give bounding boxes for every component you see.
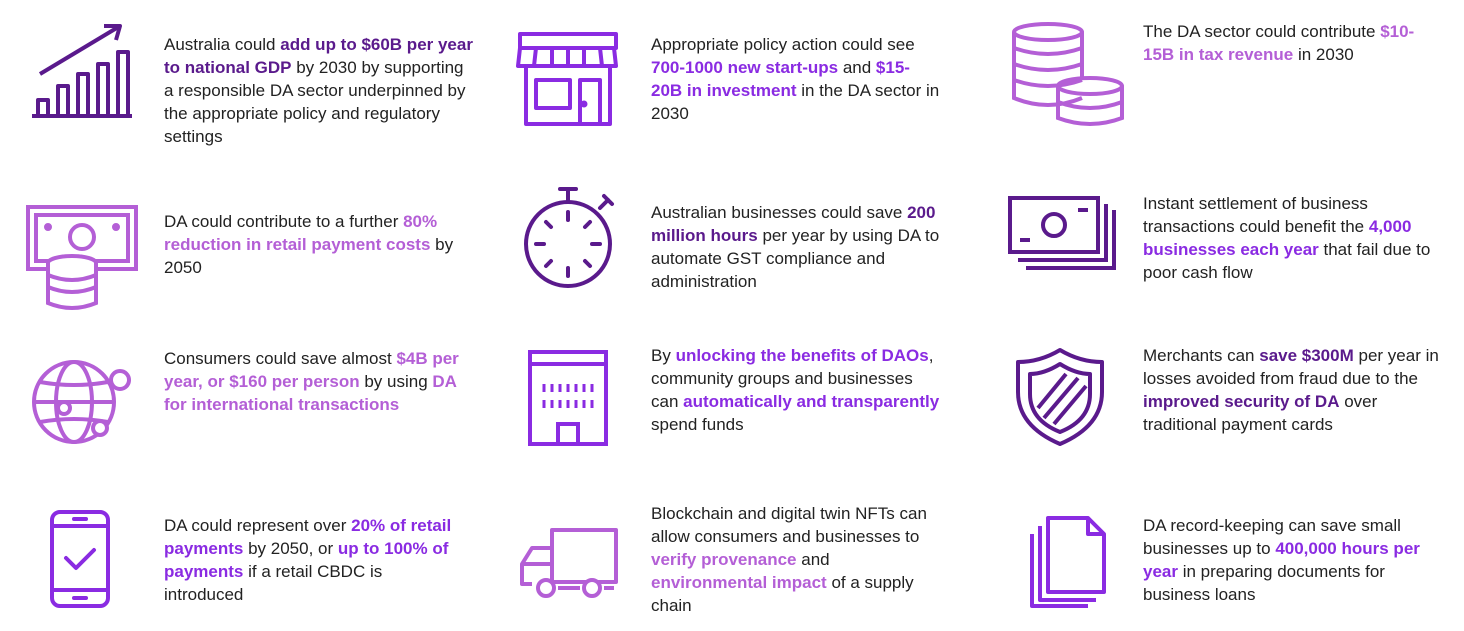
item-record-keeping-text: DA record-keeping can save small busines… [1143,514,1443,606]
body-text: by using [359,372,433,391]
highlight-text: $10-15B in tax revenue [1143,22,1415,64]
highlight-text: unlocking the benefits of DAOs [675,346,929,365]
documents-icon [1026,516,1106,608]
item-daos-text: By unlocking the benefits of DAOs, commu… [651,344,941,436]
smartphone-check-icon [50,510,110,608]
highlight-text: automatically and transparently [683,392,940,411]
body-text: in the DA sector in 2030 [651,81,940,123]
body-text: if a retail CBDC is introduced [164,562,383,604]
item-gdp-text: Australia could add up to $60B per year … [164,33,474,148]
body-text: Instant settlement of business transacti… [1143,194,1369,236]
item-cash-flow-text: Instant settlement of business transacti… [1143,192,1443,284]
item-payment-costs-text: DA could contribute to a further 80% red… [164,210,464,279]
highlight-text: up to 100% of payments [164,539,449,581]
body-text: Merchants can [1143,346,1260,365]
body-text: By [651,346,676,365]
highlight-text: verify provenance [651,550,797,569]
highlight-text: $15-20B in investment [651,58,910,100]
body-text: in 2030 [1293,45,1354,64]
highlight-text: improved security of DA [1143,392,1340,411]
body-text: Appropriate policy action could see [651,35,915,54]
body-text: over traditional payment cards [1143,392,1378,434]
highlight-text: 4,000 businesses each year [1143,217,1412,259]
highlight-text: environmental impact [651,573,827,592]
body-text: and [838,58,876,77]
body-text: per year in losses avoided from fraud du… [1143,346,1439,388]
growth-chart-icon [30,22,134,122]
body-text: The DA sector could contribute [1143,22,1381,41]
body-text: of a supply chain [651,573,914,615]
body-text: Consumers could save almost [164,349,397,368]
stopwatch-icon [522,186,616,292]
body-text: by 2050 [164,235,454,277]
body-text: per year by using DA to automate GST com… [651,226,940,291]
coin-stack-icon [1010,22,1126,128]
body-text: Australia could [164,35,281,54]
highlight-text: DA for international transactions [164,372,457,414]
item-supply-chain-text: Blockchain and digital twin NFTs can all… [651,502,941,617]
item-tax-text: The DA sector could contribute $10-15B i… [1143,20,1443,66]
body-text: that fail due to poor cash flow [1143,240,1431,282]
highlight-text: add up to $60B per year to national GDP [164,35,473,77]
body-text: by 2030 by supporting a responsible DA s… [164,58,466,146]
body-text: DA could represent over [164,516,352,535]
body-text: Blockchain and digital twin NFTs can all… [651,504,927,546]
building-icon [528,350,608,446]
highlight-text: $4B per year, or $160 per person [164,349,459,391]
body-text: by 2050, or [243,539,338,558]
highlight-text: 400,000 hours per year [1143,539,1420,581]
highlight-text: 80% reduction in retail payment costs [164,212,438,254]
item-startups-text: Appropriate policy action could see 700-… [651,33,941,125]
body-text: DA could contribute to a further [164,212,404,231]
shield-icon [1016,348,1104,446]
body-text: Australian businesses could save [651,203,908,222]
body-text: and [796,550,830,569]
item-fraud-text: Merchants can save $300M per year in los… [1143,344,1453,436]
highlight-text: save $300M [1259,346,1354,365]
highlight-text: 200 million hours [651,203,936,245]
body-text: , community groups and businesses can [651,346,934,411]
banknote-coins-icon [26,205,138,313]
highlight-text: 700-1000 new start-ups [651,58,839,77]
globe-network-icon [30,358,136,448]
storefront-icon [516,32,620,128]
body-text: DA record-keeping can save small busines… [1143,516,1401,558]
body-text: spend funds [651,415,744,434]
banknotes-stack-icon [1008,196,1120,270]
delivery-truck-icon [518,528,618,600]
item-retail-payments-text: DA could represent over 20% of retail pa… [164,514,464,606]
item-international-text: Consumers could save almost $4B per year… [164,347,464,416]
item-gst-hours-text: Australian businesses could save 200 mil… [651,201,951,293]
highlight-text: 20% of retail payments [164,516,452,558]
body-text: in preparing documents for business loan… [1143,562,1385,604]
